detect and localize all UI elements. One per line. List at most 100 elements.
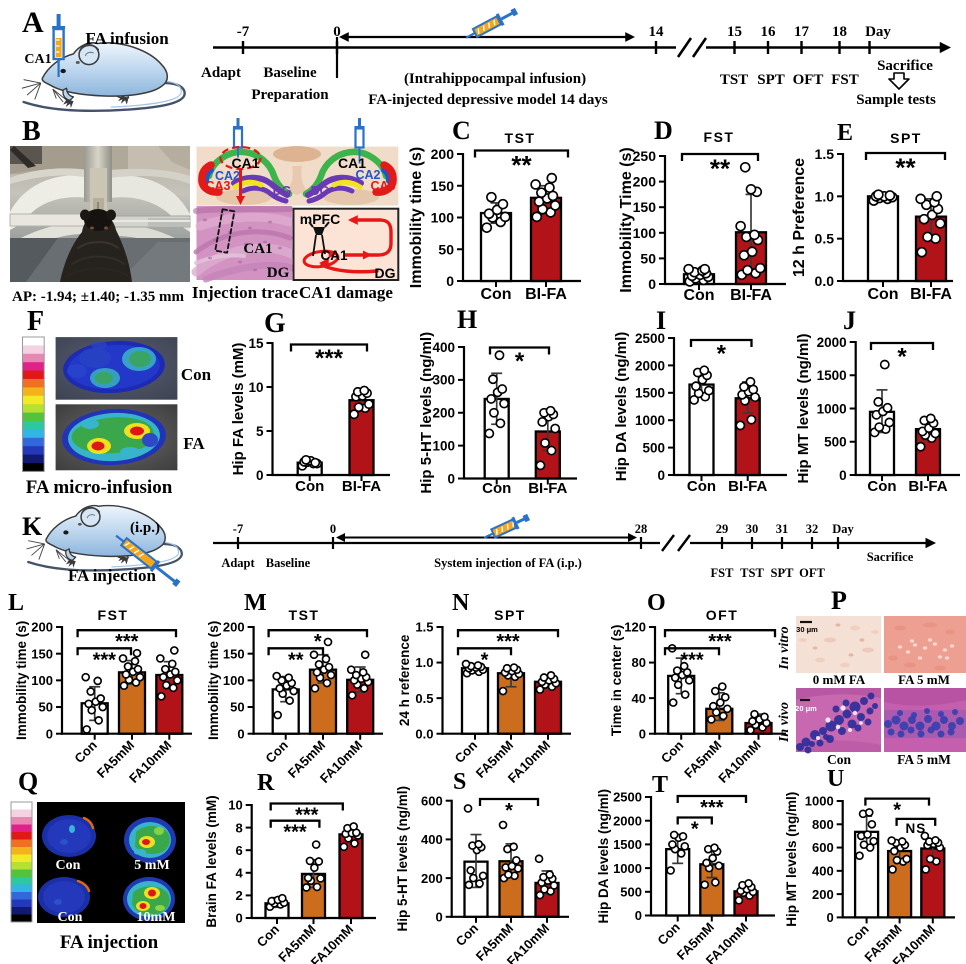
svg-text:Adapt: Adapt <box>221 556 255 570</box>
svg-text:In vivo: In vivo <box>777 702 792 743</box>
svg-text:*: * <box>314 631 322 653</box>
svg-text:80: 80 <box>632 655 646 670</box>
svg-text:C: C <box>452 116 471 145</box>
svg-text:1.0: 1.0 <box>415 655 433 670</box>
svg-text:DG: DG <box>273 184 292 198</box>
svg-text:O: O <box>647 590 666 616</box>
svg-text:*: * <box>505 800 513 822</box>
svg-text:40: 40 <box>632 691 646 706</box>
svg-text:150: 150 <box>223 646 245 661</box>
svg-text:10: 10 <box>228 798 242 813</box>
svg-text:800: 800 <box>812 817 834 832</box>
svg-text:4: 4 <box>235 865 243 880</box>
svg-text:0: 0 <box>237 726 244 741</box>
svg-text:2500: 2500 <box>635 331 665 346</box>
svg-text:*: * <box>893 800 901 822</box>
svg-text:TST: TST <box>740 566 764 580</box>
svg-text:50: 50 <box>230 700 244 715</box>
svg-text:**: ** <box>710 153 731 183</box>
svg-text:1500: 1500 <box>613 837 642 852</box>
svg-text:DG: DG <box>267 265 290 281</box>
svg-text:0: 0 <box>256 468 264 483</box>
svg-text:BI-FA: BI-FA <box>525 286 567 303</box>
svg-text:2000: 2000 <box>817 335 847 350</box>
svg-text:Con: Con <box>867 478 896 495</box>
svg-text:200: 200 <box>431 146 455 162</box>
svg-text:0.5: 0.5 <box>815 231 835 247</box>
svg-text:H: H <box>457 305 477 334</box>
svg-text:TST: TST <box>289 607 320 623</box>
svg-text:-7: -7 <box>233 522 243 536</box>
svg-text:500: 500 <box>620 884 642 899</box>
svg-text:DG: DG <box>375 265 396 281</box>
svg-text:150: 150 <box>431 178 455 194</box>
svg-text:***: *** <box>93 649 117 671</box>
svg-text:0.0: 0.0 <box>415 726 433 741</box>
svg-text:1500: 1500 <box>817 368 847 383</box>
svg-text:200: 200 <box>223 620 245 635</box>
svg-text:A: A <box>22 6 44 39</box>
svg-text:200: 200 <box>812 887 834 902</box>
svg-text:0: 0 <box>447 471 455 486</box>
svg-text:SPT: SPT <box>757 72 785 88</box>
svg-text:B: B <box>22 116 41 147</box>
svg-text:0.5: 0.5 <box>415 691 433 706</box>
svg-text:J: J <box>843 306 856 335</box>
svg-text:FST: FST <box>831 72 859 88</box>
svg-text:17: 17 <box>794 24 810 40</box>
svg-text:FA-injected depressive model 1: FA-injected depressive model 14 days <box>368 92 608 108</box>
svg-text:0 mM FA: 0 mM FA <box>813 672 866 687</box>
svg-text:1000: 1000 <box>613 861 642 876</box>
svg-text:N: N <box>452 590 470 616</box>
svg-text:50: 50 <box>640 250 656 266</box>
svg-text:*: * <box>691 819 699 841</box>
svg-text:(i.p.): (i.p.) <box>130 520 160 536</box>
svg-text:BI-FA: BI-FA <box>342 478 381 495</box>
svg-text:Baseline: Baseline <box>263 65 317 81</box>
svg-text:**: ** <box>511 150 532 180</box>
svg-text:200: 200 <box>633 174 657 190</box>
svg-text:*: * <box>481 649 489 671</box>
svg-text:500: 500 <box>824 435 847 450</box>
svg-text:D: D <box>654 116 673 145</box>
svg-text:*: * <box>897 344 907 371</box>
svg-text:F: F <box>27 306 44 337</box>
svg-text:E: E <box>837 120 853 146</box>
svg-text:***: *** <box>315 345 344 372</box>
svg-text:FA injection: FA injection <box>60 932 159 953</box>
svg-text:K: K <box>22 512 43 541</box>
svg-text:10mM: 10mM <box>137 910 176 925</box>
svg-text:FA injection: FA injection <box>68 566 157 585</box>
svg-text:AP: -1.94; ±1.40; -1.35 mm: AP: -1.94; ±1.40; -1.35 mm <box>12 289 184 305</box>
svg-text:12 h Preference: 12 h Preference <box>791 158 808 277</box>
svg-text:Hip MT levels (ng/ml): Hip MT levels (ng/ml) <box>795 333 812 483</box>
svg-text:BI-FA: BI-FA <box>908 478 947 495</box>
svg-text:Immobility time (s): Immobility time (s) <box>408 147 425 288</box>
svg-text:600: 600 <box>421 793 443 808</box>
svg-text:250: 250 <box>633 148 657 164</box>
svg-text:Con: Con <box>827 752 851 767</box>
svg-text:(Intrahippocampal infusion): (Intrahippocampal infusion) <box>404 71 586 87</box>
svg-text:FA micro-infusion: FA micro-infusion <box>26 477 173 498</box>
svg-text:Immobility time (s): Immobility time (s) <box>14 621 29 740</box>
svg-text:Con: Con <box>482 480 511 497</box>
svg-text:***: *** <box>496 631 520 653</box>
svg-text:14: 14 <box>649 24 665 40</box>
svg-text:Time in center (s): Time in center (s) <box>609 625 624 737</box>
svg-text:T: T <box>652 772 668 798</box>
svg-text:FST: FST <box>98 607 129 623</box>
svg-text:Brain FA levels (mM): Brain FA levels (mM) <box>204 795 219 927</box>
svg-text:1.5: 1.5 <box>815 146 835 162</box>
svg-text:Adapt: Adapt <box>201 65 241 81</box>
svg-text:400: 400 <box>432 340 455 355</box>
svg-text:150: 150 <box>633 199 657 215</box>
svg-text:CA1: CA1 <box>338 155 366 171</box>
svg-text:Q: Q <box>18 767 38 796</box>
svg-text:In vitro: In vitro <box>777 626 792 670</box>
svg-text:6: 6 <box>235 843 242 858</box>
svg-text:32: 32 <box>806 522 819 536</box>
svg-text:50: 50 <box>39 700 53 715</box>
svg-text:300: 300 <box>432 373 455 388</box>
svg-text:0.0: 0.0 <box>815 273 835 289</box>
svg-text:2000: 2000 <box>613 813 642 828</box>
